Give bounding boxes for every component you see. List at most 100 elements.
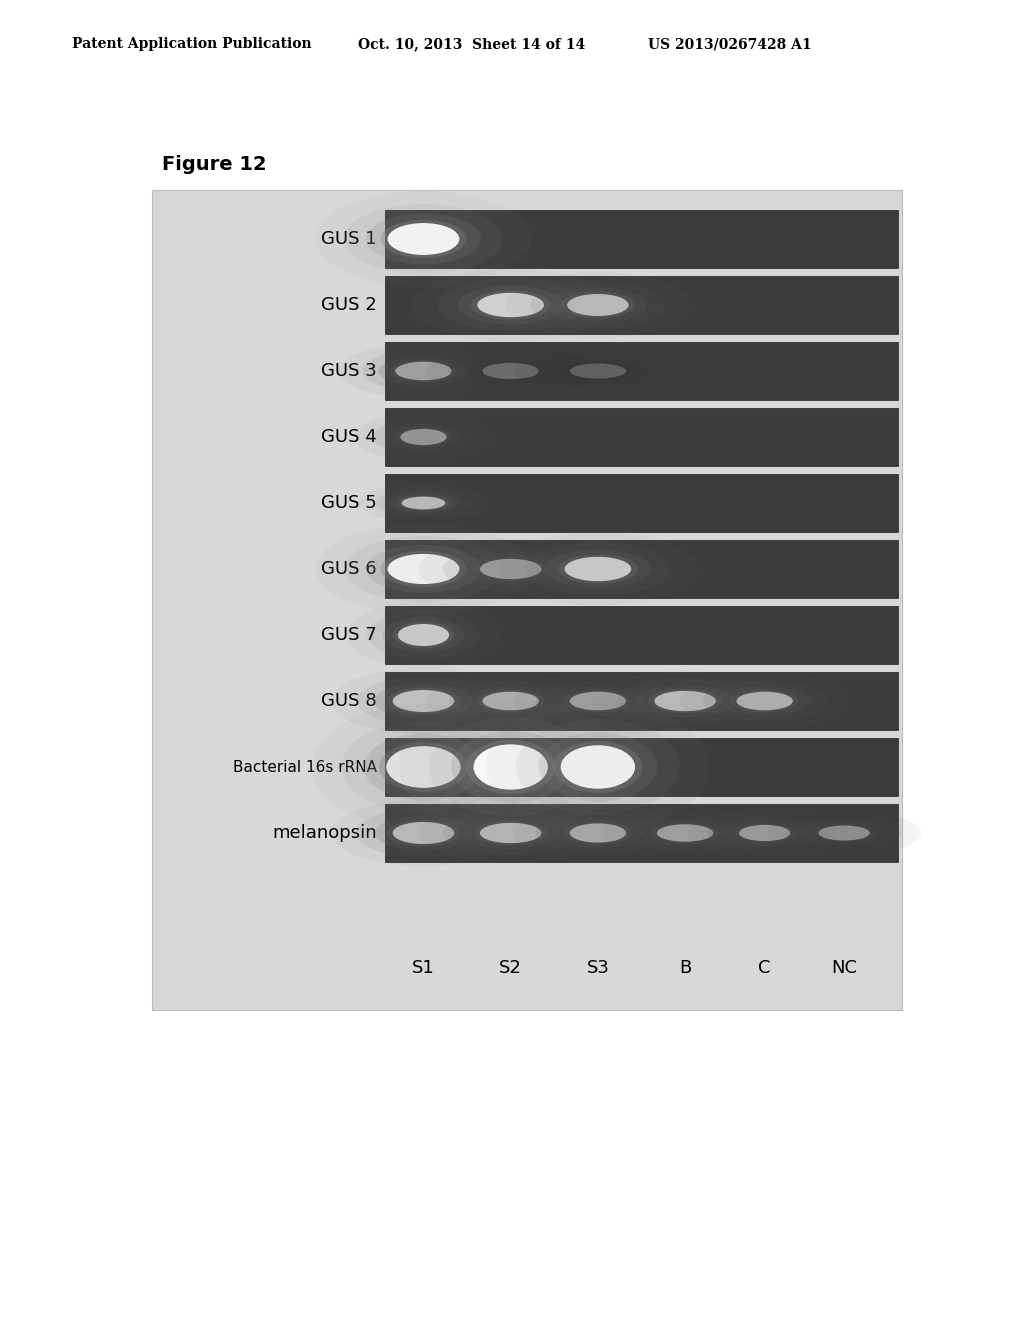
Ellipse shape: [331, 800, 516, 866]
Ellipse shape: [477, 362, 545, 380]
Ellipse shape: [400, 429, 446, 445]
Ellipse shape: [462, 553, 560, 585]
Ellipse shape: [376, 488, 471, 517]
Bar: [385, 606, 898, 664]
Ellipse shape: [787, 816, 900, 850]
Ellipse shape: [474, 557, 548, 581]
Ellipse shape: [392, 622, 455, 648]
Bar: [152, 190, 902, 1010]
Ellipse shape: [767, 810, 921, 855]
Ellipse shape: [513, 804, 683, 862]
Ellipse shape: [539, 733, 657, 801]
Ellipse shape: [397, 495, 450, 511]
Text: Bacterial 16s rRNA: Bacterial 16s rRNA: [233, 759, 377, 775]
Ellipse shape: [549, 288, 647, 322]
Text: S1: S1: [412, 960, 435, 977]
Bar: [385, 672, 898, 730]
Ellipse shape: [651, 822, 719, 843]
Ellipse shape: [813, 824, 874, 842]
Ellipse shape: [339, 343, 508, 399]
Ellipse shape: [449, 681, 572, 722]
Ellipse shape: [389, 360, 458, 381]
Ellipse shape: [498, 532, 698, 606]
Ellipse shape: [386, 424, 461, 450]
Text: Figure 12: Figure 12: [162, 154, 266, 174]
Ellipse shape: [720, 686, 810, 715]
Ellipse shape: [482, 692, 539, 710]
Ellipse shape: [569, 824, 626, 842]
Text: Oct. 10, 2013  Sheet 14 of 14: Oct. 10, 2013 Sheet 14 of 14: [358, 37, 586, 51]
Ellipse shape: [342, 721, 505, 813]
Ellipse shape: [398, 624, 450, 645]
Text: GUS 7: GUS 7: [322, 626, 377, 644]
Ellipse shape: [386, 820, 461, 846]
Ellipse shape: [623, 814, 748, 853]
Ellipse shape: [312, 705, 536, 830]
Ellipse shape: [567, 294, 629, 315]
Ellipse shape: [374, 684, 473, 718]
Ellipse shape: [437, 279, 584, 331]
Text: GUS 1: GUS 1: [322, 230, 377, 248]
Ellipse shape: [545, 549, 651, 589]
Text: GUS 8: GUS 8: [322, 692, 377, 710]
Ellipse shape: [564, 821, 632, 845]
Ellipse shape: [477, 690, 545, 711]
Ellipse shape: [387, 223, 460, 255]
Ellipse shape: [374, 816, 473, 850]
Ellipse shape: [656, 824, 714, 842]
Ellipse shape: [315, 191, 531, 286]
Text: US 2013/0267428 A1: US 2013/0267428 A1: [648, 37, 812, 51]
Ellipse shape: [354, 413, 493, 462]
Ellipse shape: [513, 348, 683, 393]
Ellipse shape: [392, 822, 455, 843]
Ellipse shape: [516, 719, 680, 814]
Ellipse shape: [366, 545, 481, 593]
Text: GUS 3: GUS 3: [322, 362, 377, 380]
Ellipse shape: [600, 807, 770, 859]
Ellipse shape: [355, 677, 492, 725]
Ellipse shape: [654, 690, 716, 711]
Ellipse shape: [536, 812, 659, 854]
Text: GUS 6: GUS 6: [322, 560, 377, 578]
Ellipse shape: [536, 354, 659, 388]
Ellipse shape: [392, 690, 455, 711]
Text: GUS 2: GUS 2: [322, 296, 377, 314]
Ellipse shape: [449, 354, 572, 389]
Ellipse shape: [480, 822, 542, 843]
Ellipse shape: [818, 825, 869, 841]
Ellipse shape: [558, 554, 638, 583]
Ellipse shape: [358, 484, 488, 523]
Ellipse shape: [382, 618, 465, 652]
Ellipse shape: [506, 272, 690, 338]
Ellipse shape: [569, 363, 626, 379]
Ellipse shape: [482, 363, 539, 379]
Ellipse shape: [636, 685, 734, 717]
Ellipse shape: [688, 809, 842, 858]
Ellipse shape: [473, 744, 548, 789]
Ellipse shape: [702, 681, 826, 722]
Ellipse shape: [426, 673, 595, 729]
Ellipse shape: [378, 356, 469, 385]
Bar: [385, 276, 898, 334]
Ellipse shape: [524, 543, 672, 595]
Ellipse shape: [361, 351, 485, 392]
Ellipse shape: [419, 803, 603, 863]
Ellipse shape: [724, 820, 806, 846]
Ellipse shape: [419, 539, 603, 599]
Ellipse shape: [564, 362, 632, 380]
Ellipse shape: [736, 692, 793, 710]
Ellipse shape: [399, 700, 623, 834]
Ellipse shape: [387, 554, 460, 583]
Bar: [385, 804, 898, 862]
Text: GUS 5: GUS 5: [322, 494, 377, 512]
Ellipse shape: [462, 817, 560, 849]
Ellipse shape: [466, 739, 555, 795]
Ellipse shape: [386, 746, 461, 788]
Ellipse shape: [443, 546, 579, 591]
Ellipse shape: [480, 558, 542, 579]
Ellipse shape: [367, 611, 480, 659]
Ellipse shape: [734, 824, 796, 842]
Ellipse shape: [564, 690, 632, 711]
Ellipse shape: [536, 681, 659, 722]
Ellipse shape: [553, 741, 642, 793]
